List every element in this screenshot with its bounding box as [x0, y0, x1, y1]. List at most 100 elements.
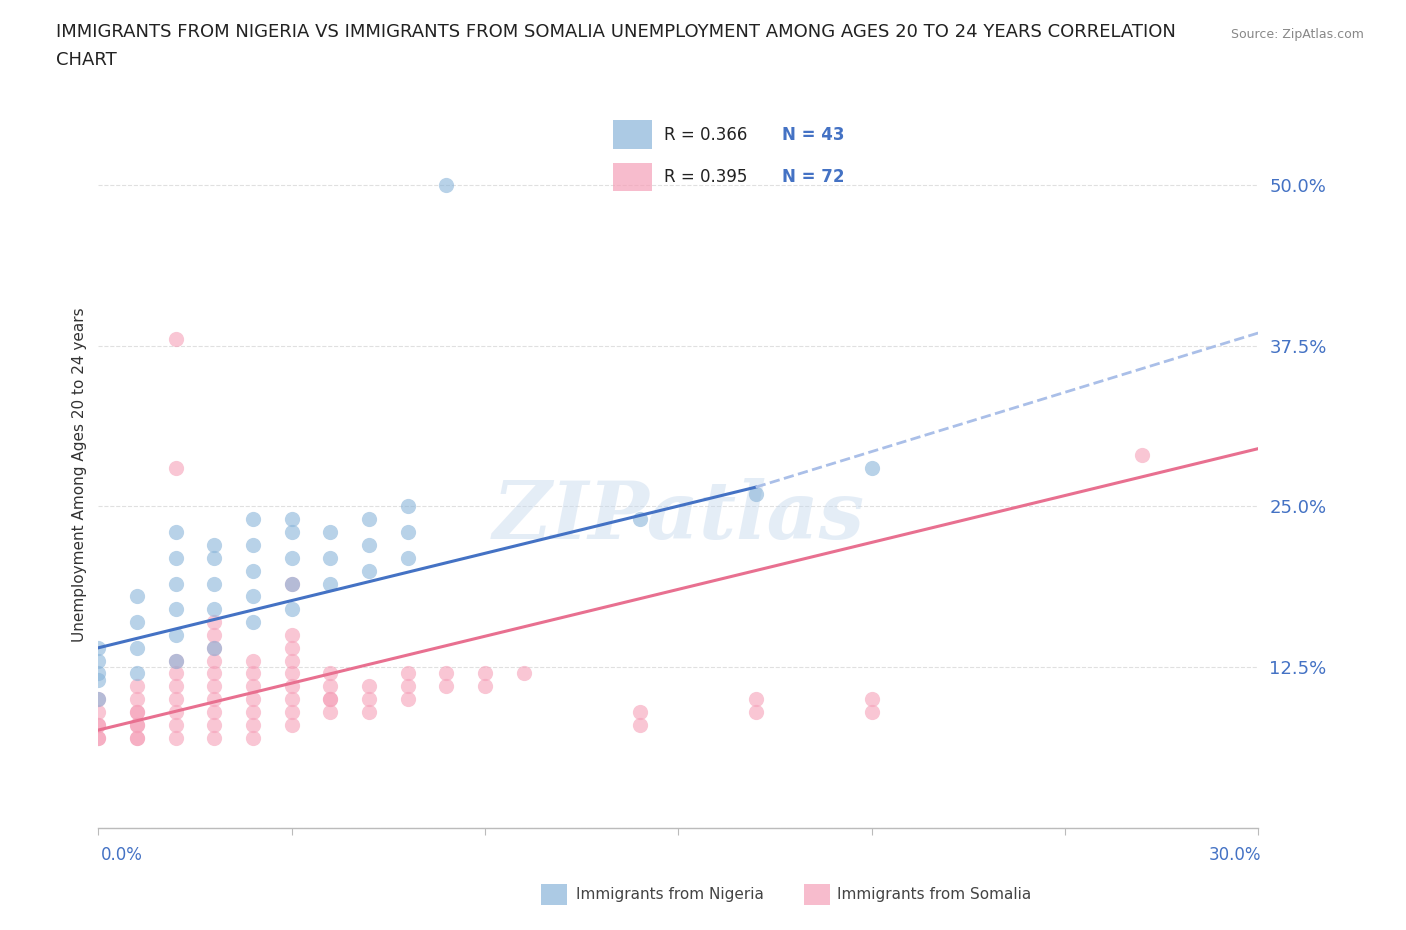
Point: [281, 653, 304, 668]
Point: [204, 705, 226, 720]
Point: [396, 679, 419, 694]
Point: [165, 628, 187, 643]
Point: [127, 717, 149, 732]
Point: [165, 653, 187, 668]
Point: [87, 730, 110, 745]
Point: [281, 576, 304, 591]
Point: [242, 679, 264, 694]
Point: [165, 332, 187, 347]
Point: [281, 692, 304, 707]
Point: [165, 692, 187, 707]
Point: [242, 512, 264, 526]
Point: [396, 666, 419, 681]
Point: [281, 525, 304, 539]
Point: [165, 653, 187, 668]
Text: Immigrants from Somalia: Immigrants from Somalia: [837, 887, 1031, 902]
Point: [165, 525, 187, 539]
Point: [281, 602, 304, 617]
Point: [204, 679, 226, 694]
Point: [127, 717, 149, 732]
Point: [204, 551, 226, 565]
Point: [165, 717, 187, 732]
Point: [359, 692, 381, 707]
Point: [319, 692, 342, 707]
Point: [628, 512, 651, 526]
Text: R = 0.366: R = 0.366: [664, 126, 747, 143]
Point: [127, 730, 149, 745]
Point: [359, 512, 381, 526]
Point: [281, 576, 304, 591]
Point: [87, 653, 110, 668]
Point: [127, 705, 149, 720]
Point: [396, 525, 419, 539]
Point: [204, 576, 226, 591]
Point: [204, 666, 226, 681]
Point: [87, 692, 110, 707]
Point: [204, 641, 226, 656]
Point: [242, 717, 264, 732]
Point: [242, 589, 264, 604]
Point: [281, 666, 304, 681]
Point: [745, 705, 768, 720]
Point: [127, 641, 149, 656]
Text: IMMIGRANTS FROM NIGERIA VS IMMIGRANTS FROM SOMALIA UNEMPLOYMENT AMONG AGES 20 TO: IMMIGRANTS FROM NIGERIA VS IMMIGRANTS FR…: [56, 23, 1175, 41]
Point: [396, 551, 419, 565]
Point: [165, 666, 187, 681]
Point: [204, 628, 226, 643]
Point: [628, 705, 651, 720]
Point: [281, 717, 304, 732]
Point: [165, 576, 187, 591]
Text: 0.0%: 0.0%: [101, 846, 143, 864]
Bar: [613, 120, 652, 149]
Point: [242, 692, 264, 707]
Point: [127, 666, 149, 681]
Point: [204, 615, 226, 630]
Point: [204, 641, 226, 656]
Point: [860, 705, 883, 720]
Point: [319, 525, 342, 539]
Text: N = 72: N = 72: [782, 168, 844, 186]
Point: [319, 692, 342, 707]
Point: [87, 717, 110, 732]
Text: 30.0%: 30.0%: [1209, 846, 1261, 864]
Point: [359, 705, 381, 720]
Point: [127, 615, 149, 630]
Point: [242, 705, 264, 720]
Point: [436, 666, 458, 681]
Point: [281, 679, 304, 694]
Text: Source: ZipAtlas.com: Source: ZipAtlas.com: [1230, 28, 1364, 41]
Text: Immigrants from Nigeria: Immigrants from Nigeria: [576, 887, 765, 902]
Point: [242, 666, 264, 681]
Point: [204, 717, 226, 732]
Text: ZIPatlas: ZIPatlas: [492, 478, 865, 555]
Point: [474, 666, 496, 681]
Point: [165, 551, 187, 565]
Text: CHART: CHART: [56, 51, 117, 69]
Point: [204, 653, 226, 668]
Point: [87, 672, 110, 687]
Point: [319, 666, 342, 681]
Point: [127, 589, 149, 604]
Point: [127, 705, 149, 720]
Point: [396, 499, 419, 514]
Point: [745, 692, 768, 707]
Point: [281, 705, 304, 720]
Bar: [613, 163, 652, 192]
Point: [87, 692, 110, 707]
Point: [319, 576, 342, 591]
Point: [87, 641, 110, 656]
Point: [359, 538, 381, 552]
Point: [87, 730, 110, 745]
Point: [165, 460, 187, 475]
Point: [165, 730, 187, 745]
Point: [204, 730, 226, 745]
Point: [87, 705, 110, 720]
Point: [204, 538, 226, 552]
Point: [474, 679, 496, 694]
Point: [127, 679, 149, 694]
Point: [319, 679, 342, 694]
Y-axis label: Unemployment Among Ages 20 to 24 years: Unemployment Among Ages 20 to 24 years: [72, 307, 87, 642]
Point: [281, 551, 304, 565]
Point: [359, 564, 381, 578]
Text: R = 0.395: R = 0.395: [664, 168, 747, 186]
